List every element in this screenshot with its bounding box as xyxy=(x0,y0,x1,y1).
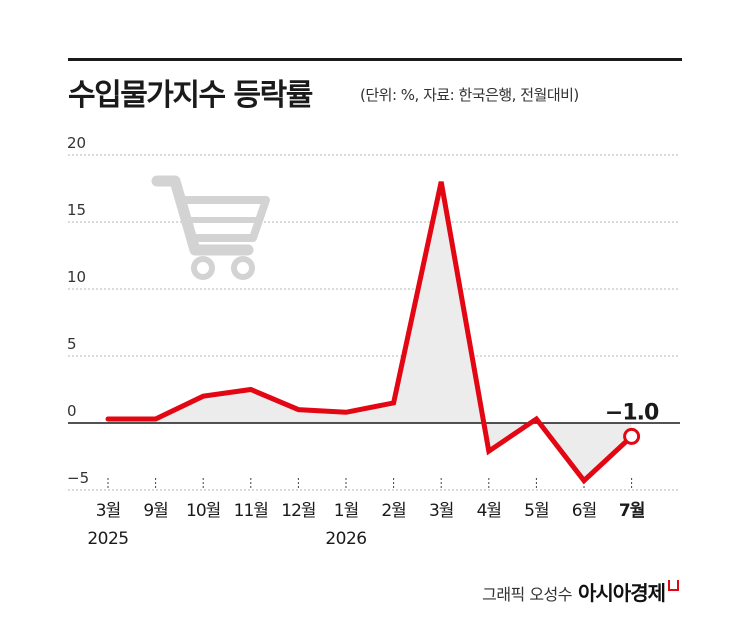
x-tick-label: 12월 xyxy=(281,501,315,521)
series-line xyxy=(105,181,635,485)
y-tick-label: 15 xyxy=(67,201,86,219)
x-tick-label: 9월 xyxy=(143,501,167,521)
x-tick-label: 11월 xyxy=(234,501,268,521)
area-fill xyxy=(108,181,632,481)
shopping-cart-icon xyxy=(151,175,270,280)
x-tick-label: 1월 xyxy=(334,501,358,521)
chart-title: 수입물가지수 등락률 xyxy=(68,78,313,113)
y-tick-label: 10 xyxy=(67,268,86,286)
x-tick-label: 7월 xyxy=(619,501,645,521)
y-tick-label: −5 xyxy=(67,469,89,487)
x-tick-label: 2월 xyxy=(381,501,405,521)
data-points xyxy=(623,427,641,445)
credit: 그래픽 오성수 아시아경제 xyxy=(482,577,679,606)
y-tick-label: 20 xyxy=(67,134,86,152)
x-tick-label: 5월 xyxy=(524,501,548,521)
credit-artist: 그래픽 오성수 xyxy=(482,585,572,604)
x-tick-label: 3월 xyxy=(96,501,120,521)
brand-mark-icon xyxy=(668,580,679,591)
x-tick-label: 4월 xyxy=(477,501,501,521)
x-axis-ticks: 3월 2025 9월 10월 11월 12월 1월 2026 2월 3월 4월 5월 6월 7월 xyxy=(87,478,646,549)
x-year-label: 2025 xyxy=(87,529,128,549)
highlight-value-label: −1.0 xyxy=(605,400,659,425)
x-year-label: 2026 xyxy=(325,529,366,549)
annotations: −1.0 xyxy=(605,400,660,425)
y-tick-label: 0 xyxy=(67,402,77,420)
y-tick-label: 5 xyxy=(67,335,77,353)
x-tick-label: 3월 xyxy=(429,501,453,521)
top-rule xyxy=(68,58,682,61)
gridlines xyxy=(68,154,680,491)
chart-subtitle: (단위: %, 자료: 한국은행, 전월대비) xyxy=(360,86,579,104)
brand-logo: 아시아경제 xyxy=(578,581,666,605)
highlight-point xyxy=(623,427,641,445)
y-axis-ticks: 20 15 10 5 0 −5 xyxy=(67,134,89,487)
x-tick-label: 6월 xyxy=(572,501,596,521)
x-tick-label: 10월 xyxy=(186,501,220,521)
